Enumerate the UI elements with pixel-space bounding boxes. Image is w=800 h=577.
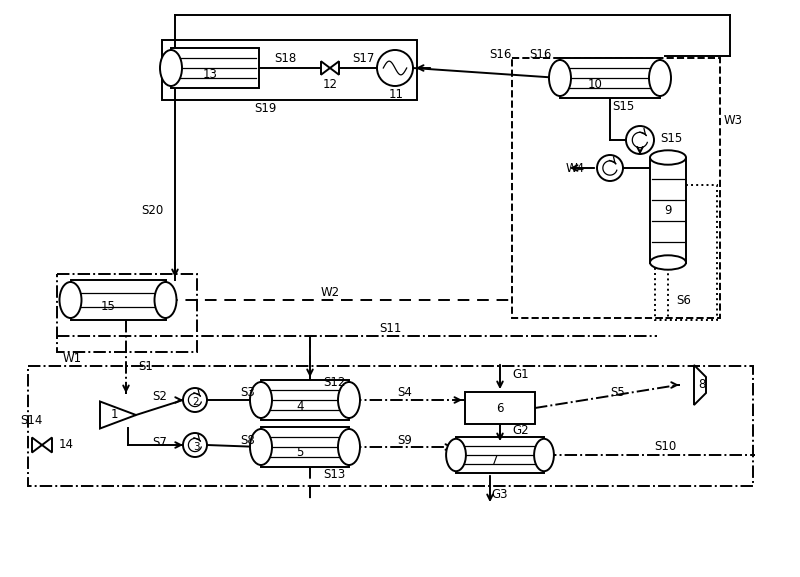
Text: G3: G3 bbox=[492, 489, 508, 501]
Circle shape bbox=[183, 388, 207, 412]
Text: 8: 8 bbox=[698, 379, 706, 392]
Ellipse shape bbox=[160, 50, 182, 86]
Bar bbox=[655, 185, 717, 320]
Bar bbox=[171, 48, 259, 88]
Text: W1: W1 bbox=[63, 351, 82, 365]
Text: 5: 5 bbox=[296, 447, 304, 459]
Ellipse shape bbox=[649, 60, 671, 96]
Text: S17: S17 bbox=[352, 51, 374, 65]
Text: S15: S15 bbox=[612, 99, 634, 113]
Text: S7: S7 bbox=[153, 436, 167, 449]
Polygon shape bbox=[32, 437, 42, 452]
Bar bbox=[650, 158, 686, 263]
Text: S12: S12 bbox=[323, 377, 346, 389]
Polygon shape bbox=[694, 365, 706, 405]
Text: 2: 2 bbox=[193, 397, 199, 407]
Text: S16: S16 bbox=[489, 48, 511, 62]
Bar bbox=[70, 280, 166, 320]
Text: 4: 4 bbox=[296, 399, 304, 413]
Text: S2: S2 bbox=[153, 391, 167, 403]
Text: W2: W2 bbox=[321, 286, 339, 298]
Ellipse shape bbox=[549, 60, 571, 96]
Circle shape bbox=[597, 155, 623, 181]
Text: S1: S1 bbox=[138, 359, 153, 373]
Text: S10: S10 bbox=[654, 440, 676, 454]
Text: S4: S4 bbox=[398, 387, 413, 399]
Text: 6: 6 bbox=[496, 402, 504, 414]
Polygon shape bbox=[42, 437, 52, 452]
Text: 1: 1 bbox=[110, 409, 118, 422]
Bar bbox=[162, 40, 417, 100]
Text: S20: S20 bbox=[141, 204, 163, 216]
Ellipse shape bbox=[534, 439, 554, 471]
Text: 10: 10 bbox=[587, 77, 602, 91]
Text: 7: 7 bbox=[491, 455, 498, 467]
Polygon shape bbox=[330, 61, 339, 75]
Text: W4: W4 bbox=[566, 162, 585, 174]
Ellipse shape bbox=[250, 382, 272, 418]
Circle shape bbox=[183, 433, 207, 457]
Bar bbox=[465, 392, 535, 424]
Text: S15: S15 bbox=[660, 132, 682, 144]
Text: S14: S14 bbox=[20, 414, 42, 426]
Bar bbox=[560, 58, 660, 98]
Ellipse shape bbox=[250, 429, 272, 465]
Text: 3: 3 bbox=[193, 442, 199, 452]
Text: 11: 11 bbox=[389, 88, 403, 102]
Ellipse shape bbox=[650, 150, 686, 164]
Ellipse shape bbox=[338, 429, 360, 465]
Ellipse shape bbox=[650, 255, 686, 269]
Text: 15: 15 bbox=[101, 299, 115, 313]
Text: G1: G1 bbox=[512, 368, 529, 380]
Circle shape bbox=[377, 50, 413, 86]
Text: S9: S9 bbox=[398, 434, 413, 448]
Text: 12: 12 bbox=[322, 78, 338, 92]
Text: S16: S16 bbox=[529, 48, 551, 62]
Ellipse shape bbox=[446, 439, 466, 471]
Bar bbox=[456, 437, 544, 473]
Text: S3: S3 bbox=[241, 387, 255, 399]
Bar bbox=[28, 366, 753, 486]
Bar bbox=[261, 380, 349, 420]
Polygon shape bbox=[100, 402, 136, 429]
Polygon shape bbox=[321, 61, 330, 75]
Ellipse shape bbox=[154, 282, 177, 318]
Text: S13: S13 bbox=[323, 469, 346, 481]
Circle shape bbox=[626, 126, 654, 154]
Text: G2: G2 bbox=[512, 424, 529, 437]
Text: W3: W3 bbox=[724, 114, 743, 126]
Text: S11: S11 bbox=[379, 321, 401, 335]
Text: 14: 14 bbox=[59, 439, 74, 451]
Text: 9: 9 bbox=[664, 204, 672, 216]
Bar bbox=[57, 274, 197, 352]
Text: S19: S19 bbox=[254, 102, 276, 114]
Text: S5: S5 bbox=[610, 385, 626, 399]
Text: 13: 13 bbox=[202, 68, 218, 81]
Text: S18: S18 bbox=[274, 51, 296, 65]
Ellipse shape bbox=[338, 382, 360, 418]
Bar bbox=[512, 58, 720, 318]
Bar bbox=[261, 427, 349, 467]
Text: S8: S8 bbox=[241, 434, 255, 448]
Text: S6: S6 bbox=[676, 294, 691, 306]
Ellipse shape bbox=[59, 282, 82, 318]
